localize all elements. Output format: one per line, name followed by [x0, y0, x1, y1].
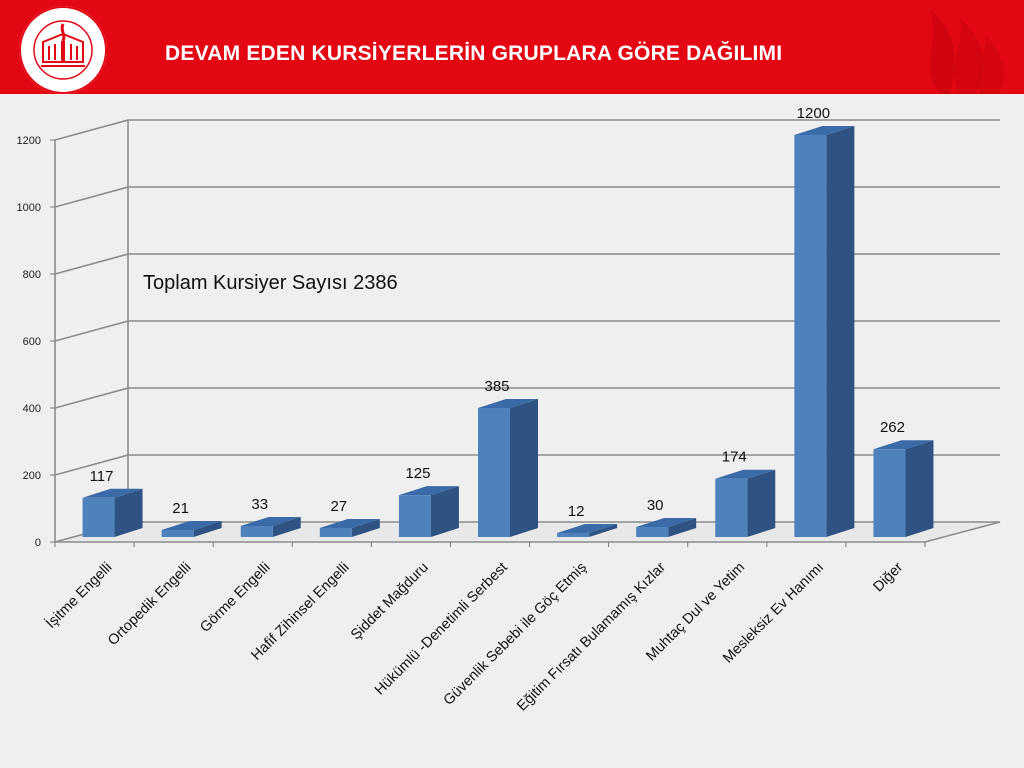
bar-top [557, 523, 618, 533]
x-category-label: Hükümlü -Denetimli Serbest [372, 560, 511, 699]
chart-bars [82, 126, 934, 537]
y-tick-label: 1000 [17, 202, 41, 214]
bar-front [161, 529, 194, 537]
bar-front [240, 525, 273, 537]
bar-top [161, 520, 222, 530]
bar-top [478, 399, 538, 409]
data-label: 21 [172, 500, 189, 517]
bar [636, 517, 697, 537]
data-label: 33 [251, 496, 268, 513]
bar-side [510, 399, 538, 537]
data-label: 30 [647, 497, 664, 514]
bar [873, 440, 934, 537]
bar-front [319, 527, 352, 537]
bar-side [114, 488, 143, 537]
gridline-diagonal [54, 454, 129, 476]
bar [82, 488, 143, 537]
bar [715, 469, 776, 537]
bar-side [193, 520, 222, 537]
bar-side [589, 523, 618, 537]
x-category-label: Eğitim Fırsatı Bulamamış Kızlar [514, 559, 669, 714]
ministry-logo [19, 6, 107, 94]
gridline-diagonal [54, 387, 129, 409]
x-category-label: Diğer [870, 559, 906, 595]
data-label: 385 [484, 378, 509, 395]
x-category-label: Güvenlik Sebebi ile Göç Etmiş [441, 560, 590, 709]
x-category-label: İşitme Engelli [42, 558, 116, 632]
bar-front [715, 478, 748, 537]
header-bar: DEVAM EDEN KURSİYERLERİN GRUPLARA GÖRE D… [0, 0, 1024, 94]
bar-front [398, 495, 431, 537]
data-label: 125 [405, 465, 430, 482]
slide-title: DEVAM EDEN KURSİYERLERİN GRUPLARA GÖRE D… [165, 42, 783, 65]
y-tick-label: 800 [23, 269, 41, 281]
bar [319, 518, 380, 537]
flame-decoration [930, 10, 1005, 94]
bar-top [319, 518, 380, 528]
data-label: 1200 [797, 105, 830, 122]
y-tick-label: 1200 [17, 135, 41, 147]
gridline-diagonal [54, 320, 129, 342]
bar-side [430, 486, 459, 537]
bar-top [636, 517, 697, 527]
bar-side [668, 517, 697, 537]
bar [398, 486, 459, 537]
gridline-diagonal [54, 186, 129, 208]
bar-front [478, 408, 510, 537]
bar-side [747, 469, 776, 537]
gridline-diagonal [54, 253, 129, 275]
data-label: 27 [330, 498, 347, 515]
data-label: 117 [90, 468, 114, 485]
x-category-label: Görme Engelli [197, 560, 273, 636]
bar-front [794, 135, 827, 537]
gridline-diagonal [54, 119, 129, 141]
bar [161, 520, 222, 537]
bar-top [398, 486, 459, 496]
bar [478, 399, 538, 537]
bar-top [794, 126, 855, 135]
bar-top [715, 469, 776, 479]
bar-side [272, 516, 301, 537]
chart-labels: 0 200 400 600 800 1000 1200 117 21 33 27 125 385 12 30… [17, 105, 907, 714]
y-tick-label: 600 [23, 336, 41, 348]
y-tick-label: 400 [23, 403, 41, 415]
x-category-label: Ortopedik Engelli [105, 560, 194, 649]
bar-top [240, 516, 301, 526]
bar-front [636, 526, 669, 537]
bar-top [873, 440, 934, 450]
data-label: 174 [722, 449, 747, 466]
bar-side [351, 518, 380, 537]
bar-front [557, 532, 590, 537]
x-category-label: Şiddet Mağduru [348, 560, 432, 644]
bar-top [82, 488, 143, 498]
bar-front [873, 449, 906, 537]
bar-side [826, 126, 855, 537]
bar-front [82, 497, 115, 537]
y-tick-label: 0 [35, 537, 41, 549]
y-tick-label: 200 [23, 470, 41, 482]
chart-grid [54, 119, 1000, 476]
data-label: 12 [568, 503, 585, 520]
bar [240, 516, 301, 537]
bar [794, 126, 855, 537]
data-label: 262 [880, 419, 905, 436]
bar-side [905, 440, 934, 537]
bar [557, 523, 618, 537]
total-annotation: Toplam Kursiyer Sayısı 2386 [143, 272, 398, 294]
